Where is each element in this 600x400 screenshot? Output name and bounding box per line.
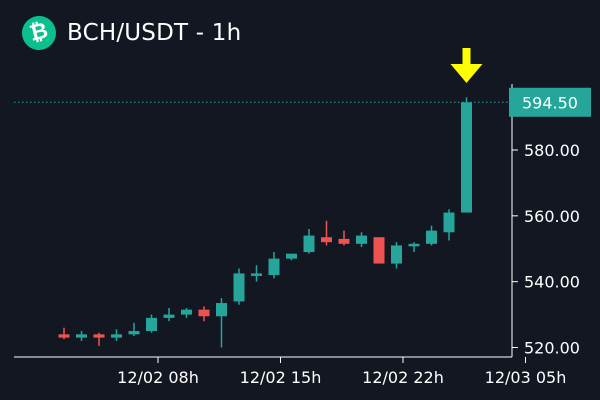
- y-tick-label: 580.00: [524, 141, 580, 160]
- candle-body[interactable]: [163, 314, 175, 318]
- candle-body[interactable]: [461, 102, 472, 213]
- candle-body[interactable]: [233, 273, 245, 302]
- pair-title: BCH/USDT - 1h: [67, 20, 242, 46]
- price-tag-label: 594.50: [522, 93, 578, 112]
- candle-body[interactable]: [303, 235, 315, 253]
- candle-body[interactable]: [268, 258, 280, 276]
- candle-body[interactable]: [181, 309, 192, 315]
- candle-body[interactable]: [356, 235, 367, 244]
- bitcoin-cash-icon: ₿: [18, 12, 60, 54]
- x-tick-label: 12/02 22h: [362, 368, 444, 387]
- candle-body[interactable]: [111, 334, 122, 338]
- candle-body[interactable]: [321, 237, 332, 243]
- y-tick-label: 560.00: [524, 207, 580, 226]
- candle-body[interactable]: [198, 309, 210, 317]
- price-tag: [509, 87, 591, 117]
- x-tick-label: 12/02 08h: [117, 368, 199, 387]
- x-tick-label: 12/02 15h: [240, 368, 322, 387]
- x-tick-label: 12/03 05h: [485, 368, 567, 387]
- candle-body[interactable]: [251, 273, 262, 276]
- arrow-down-icon: [450, 48, 483, 83]
- candle-body[interactable]: [216, 303, 227, 317]
- candle-body[interactable]: [408, 243, 420, 247]
- candle-body[interactable]: [146, 317, 157, 332]
- chart-header: ₿ BCH/USDT - 1h: [18, 12, 242, 54]
- candle-body[interactable]: [128, 331, 140, 335]
- candle-body[interactable]: [338, 238, 350, 244]
- y-tick-label: 520.00: [524, 339, 580, 358]
- y-tick-label: 540.00: [524, 273, 580, 292]
- candle-body[interactable]: [93, 334, 105, 338]
- candle-body[interactable]: [373, 237, 385, 264]
- candle-body[interactable]: [443, 212, 455, 233]
- candle-body[interactable]: [286, 253, 297, 259]
- candle-body[interactable]: [426, 230, 437, 244]
- candle-body[interactable]: [76, 334, 87, 338]
- candle-body[interactable]: [391, 245, 402, 264]
- candle-body[interactable]: [58, 334, 70, 338]
